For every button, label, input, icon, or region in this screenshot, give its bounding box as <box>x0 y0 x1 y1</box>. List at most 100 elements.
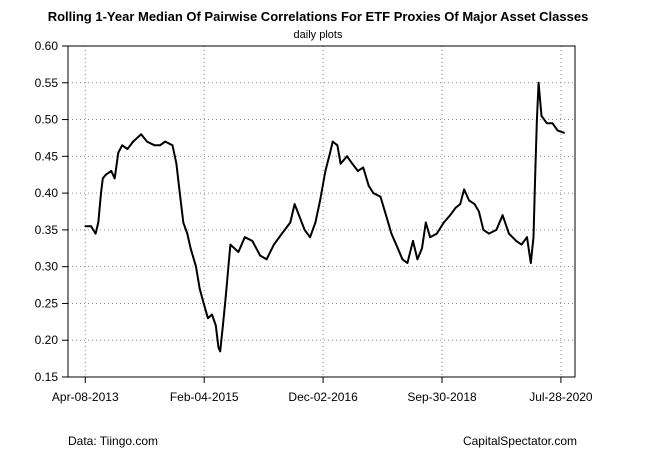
data-point <box>488 232 490 235</box>
data-point <box>501 214 504 217</box>
data-point <box>224 295 227 297</box>
data-point <box>435 232 438 235</box>
data-point <box>175 162 178 165</box>
data-point <box>198 287 201 290</box>
data-point <box>207 317 209 320</box>
data-point <box>416 258 419 261</box>
data-point <box>121 144 124 147</box>
data-point <box>251 240 254 242</box>
data-point <box>110 170 113 172</box>
data-point <box>178 192 181 195</box>
data-point <box>140 133 143 136</box>
data-point <box>227 265 230 268</box>
data-point <box>532 236 535 239</box>
data-point <box>214 324 217 327</box>
data-point <box>273 243 275 246</box>
data-point <box>336 144 339 147</box>
data-point <box>563 131 565 134</box>
data-point <box>442 221 445 224</box>
plot-frame <box>67 45 576 378</box>
data-point <box>113 177 116 180</box>
y-tick-label: 0.45 <box>35 149 59 163</box>
data-point <box>132 140 135 143</box>
data-point <box>303 229 306 231</box>
data-point <box>222 324 224 327</box>
data-point <box>401 258 404 261</box>
data-point <box>164 140 167 143</box>
data-point <box>478 210 480 213</box>
data-point <box>117 151 120 154</box>
data-point <box>540 115 543 117</box>
data-point <box>237 251 240 253</box>
data-point <box>189 247 192 250</box>
y-tick-label: 0.15 <box>35 370 59 384</box>
data-point <box>229 243 232 246</box>
data-point <box>309 236 311 239</box>
data-point <box>186 232 189 235</box>
data-point <box>379 195 382 198</box>
data-point <box>534 177 536 180</box>
data-point <box>281 232 283 235</box>
data-point <box>100 192 102 195</box>
data-point <box>314 221 317 224</box>
data-point <box>159 144 161 147</box>
data-point <box>219 350 222 353</box>
y-tick-label: 0.40 <box>35 186 59 200</box>
y-tick-label: 0.50 <box>35 113 59 127</box>
data-point <box>293 203 296 206</box>
data-point <box>412 240 414 242</box>
data-point <box>126 148 129 150</box>
data-point <box>329 151 331 154</box>
data-point <box>372 192 375 195</box>
y-tick-label: 0.20 <box>35 333 59 347</box>
data-point <box>385 214 387 217</box>
data-point <box>217 346 220 349</box>
y-tick-label: 0.60 <box>35 39 59 53</box>
data-point <box>545 122 548 125</box>
data-point <box>396 247 399 250</box>
chart-title: Rolling 1-Year Median Of Pairwise Correl… <box>48 9 589 24</box>
data-point <box>515 240 518 242</box>
data-point <box>529 262 532 264</box>
data-point <box>211 313 213 316</box>
data-point <box>406 262 409 264</box>
data-point <box>390 232 393 235</box>
data-point <box>346 155 348 158</box>
data-point <box>495 229 498 231</box>
source-note: Data: Tiingo.com <box>68 434 158 448</box>
data-point <box>171 144 174 147</box>
y-tick-label: 0.30 <box>35 260 59 274</box>
data-point <box>195 265 197 268</box>
data-point <box>463 188 465 191</box>
y-tick-label: 0.55 <box>35 76 59 90</box>
data-point <box>482 229 485 231</box>
data-point <box>551 122 554 125</box>
y-tick-label: 0.35 <box>35 223 59 237</box>
data-point <box>362 166 365 169</box>
data-point <box>101 177 104 180</box>
data-point <box>324 170 327 172</box>
data-point <box>351 162 354 165</box>
data-point <box>97 221 100 224</box>
data-point <box>367 184 370 187</box>
data-point <box>289 221 292 224</box>
data-point <box>202 302 205 305</box>
data-point <box>473 203 476 206</box>
data-point <box>153 144 156 147</box>
data-point <box>259 254 262 257</box>
data-point <box>424 221 427 224</box>
data-point <box>104 173 107 176</box>
x-tick-label: Apr-08-2013 <box>52 390 119 404</box>
y-tick-label: 0.25 <box>35 296 59 310</box>
site-credit: CapitalSpectator.com <box>463 434 577 448</box>
data-point <box>94 232 97 235</box>
data-point <box>357 170 359 172</box>
data-point <box>508 232 510 235</box>
data-point <box>429 236 431 239</box>
data-point <box>146 140 148 143</box>
data-point <box>520 243 523 246</box>
data-point <box>421 247 423 250</box>
data-point <box>556 129 559 132</box>
data-point <box>182 221 185 224</box>
